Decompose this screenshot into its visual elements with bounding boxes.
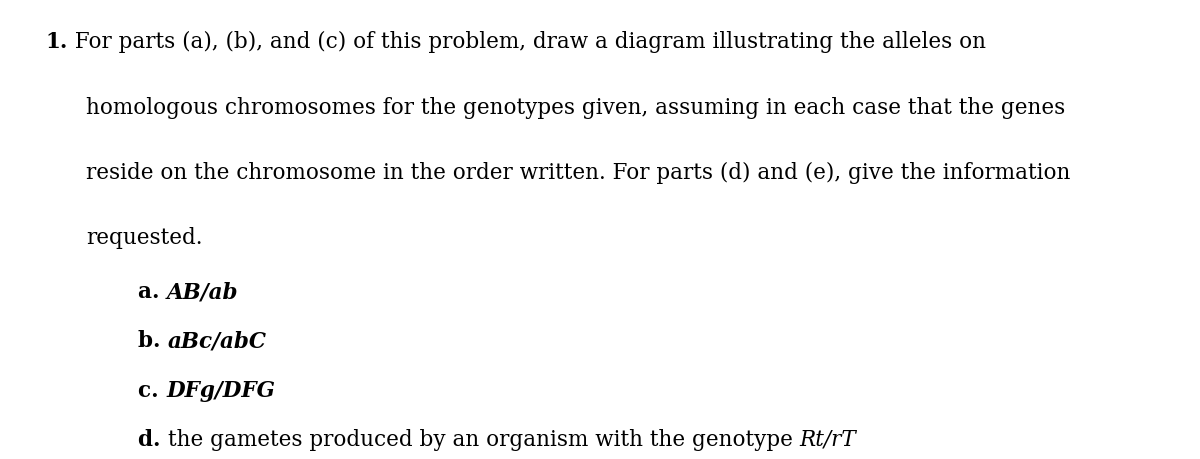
Text: reside on the chromosome in the order written. For parts (d) and (e), give the i: reside on the chromosome in the order wr…	[86, 162, 1070, 184]
Text: AB/ab: AB/ab	[167, 280, 239, 302]
Text: homologous chromosomes for the genotypes given, assuming in each case that the g: homologous chromosomes for the genotypes…	[86, 96, 1066, 118]
Text: For parts (a), (b), and (c) of this problem, draw a diagram illustrating the all: For parts (a), (b), and (c) of this prob…	[68, 31, 986, 53]
Text: aBc/abC: aBc/abC	[168, 330, 266, 352]
Text: b.: b.	[138, 330, 168, 352]
Text: requested.: requested.	[86, 227, 203, 249]
Text: the gametes produced by an organism with the genotype: the gametes produced by an organism with…	[168, 428, 799, 450]
Text: c.: c.	[138, 379, 166, 401]
Text: a.: a.	[138, 280, 167, 302]
Text: Rt/rT: Rt/rT	[799, 428, 857, 450]
Text: DFg/DFG: DFg/DFG	[166, 379, 275, 401]
Text: 1.: 1.	[46, 31, 68, 53]
Text: d.: d.	[138, 428, 168, 450]
